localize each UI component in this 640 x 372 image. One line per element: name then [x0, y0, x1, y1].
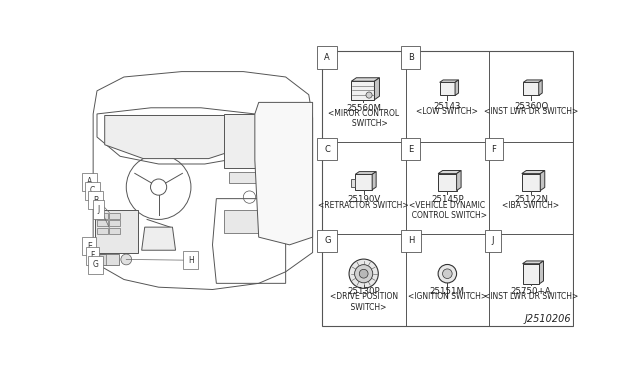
Polygon shape — [440, 82, 455, 96]
Text: <INST LWR DR SWITCH>: <INST LWR DR SWITCH> — [484, 292, 578, 301]
Text: <VEHICLE DYNAMIC
  CONTROL SWITCH>: <VEHICLE DYNAMIC CONTROL SWITCH> — [407, 201, 487, 220]
Text: A: A — [86, 177, 92, 186]
Polygon shape — [141, 227, 175, 250]
Polygon shape — [540, 170, 545, 190]
Bar — [97, 228, 108, 234]
Bar — [224, 114, 293, 168]
Text: <IGNITION SWITCH>: <IGNITION SWITCH> — [408, 292, 487, 301]
Polygon shape — [522, 264, 540, 284]
Text: E: E — [87, 242, 92, 251]
Polygon shape — [524, 82, 539, 96]
Text: 25151M: 25151M — [430, 287, 465, 296]
Bar — [95, 254, 106, 265]
Bar — [224, 210, 274, 233]
Text: G: G — [324, 236, 331, 246]
Polygon shape — [456, 170, 461, 190]
Bar — [109, 228, 120, 234]
Polygon shape — [355, 171, 376, 174]
Text: A: A — [324, 53, 330, 62]
Circle shape — [355, 264, 372, 283]
Polygon shape — [440, 80, 458, 82]
Circle shape — [366, 92, 372, 98]
Text: 25122N: 25122N — [514, 195, 548, 204]
Polygon shape — [438, 170, 461, 174]
Polygon shape — [455, 80, 458, 96]
Text: <DRIVE POSITION
    SWITCH>: <DRIVE POSITION SWITCH> — [330, 292, 397, 312]
Text: <RETRACTOR SWITCH>: <RETRACTOR SWITCH> — [318, 201, 409, 209]
Bar — [322, 51, 573, 326]
Text: J: J — [492, 236, 494, 246]
Circle shape — [442, 269, 452, 279]
Text: F: F — [90, 251, 95, 260]
Polygon shape — [372, 171, 376, 190]
Text: G: G — [93, 260, 99, 269]
Polygon shape — [524, 80, 542, 82]
Polygon shape — [355, 174, 372, 190]
Polygon shape — [374, 78, 380, 100]
Text: C: C — [324, 145, 330, 154]
Text: 25750+A: 25750+A — [511, 287, 551, 296]
Text: E: E — [408, 145, 413, 154]
Text: C: C — [90, 186, 95, 195]
Bar — [109, 220, 120, 226]
Text: H: H — [408, 236, 414, 246]
Text: 25145P: 25145P — [431, 195, 463, 204]
Text: 25130P: 25130P — [348, 287, 380, 296]
Polygon shape — [255, 102, 312, 245]
Circle shape — [121, 254, 132, 265]
Text: J: J — [97, 205, 100, 214]
Text: <IBA SWITCH>: <IBA SWITCH> — [502, 201, 559, 209]
Bar — [95, 210, 138, 253]
Polygon shape — [522, 174, 540, 190]
Text: H: H — [188, 256, 194, 265]
Text: 25143: 25143 — [434, 102, 461, 111]
Bar — [109, 212, 120, 219]
Text: 25190V: 25190V — [347, 195, 380, 204]
Circle shape — [359, 269, 368, 278]
Text: 25560M: 25560M — [346, 103, 381, 113]
Text: B: B — [93, 196, 98, 205]
Text: <MIROR CONTROL
     SWITCH>: <MIROR CONTROL SWITCH> — [328, 109, 399, 128]
Text: 25360Q: 25360Q — [514, 102, 548, 111]
Polygon shape — [522, 170, 545, 174]
Polygon shape — [522, 261, 543, 264]
Text: <LOW SWITCH>: <LOW SWITCH> — [417, 108, 478, 116]
Polygon shape — [351, 78, 380, 81]
Text: F: F — [492, 145, 497, 154]
Polygon shape — [539, 80, 542, 96]
Bar — [97, 220, 108, 226]
Polygon shape — [105, 115, 250, 158]
Bar — [97, 212, 108, 219]
Polygon shape — [351, 81, 374, 100]
Polygon shape — [351, 179, 355, 187]
Text: B: B — [408, 53, 413, 62]
Circle shape — [349, 259, 378, 288]
Text: <INST LWR DR SWITCH>: <INST LWR DR SWITCH> — [484, 108, 578, 116]
Bar — [230, 172, 287, 183]
Circle shape — [438, 264, 456, 283]
Polygon shape — [540, 261, 543, 284]
Text: J2510206: J2510206 — [525, 314, 572, 324]
Polygon shape — [438, 174, 456, 190]
Bar — [82, 45, 322, 331]
Bar — [95, 254, 118, 265]
